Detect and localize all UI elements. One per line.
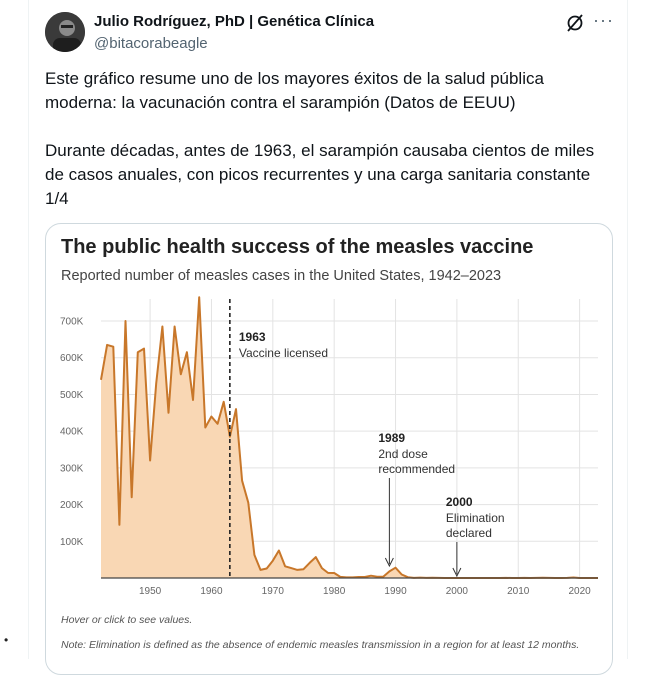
annotation-1963-text: Vaccine licensed bbox=[239, 346, 328, 360]
y-tick-label: 500K bbox=[60, 390, 84, 401]
cases-area bbox=[101, 297, 598, 578]
grok-icon[interactable] bbox=[565, 13, 585, 33]
y-tick-label: 300K bbox=[60, 463, 84, 474]
annotation-1989-arrowhead bbox=[384, 557, 394, 568]
tweet-frame bbox=[28, 0, 628, 659]
author-name[interactable]: Julio Rodríguez, PhD | Genética Clínica bbox=[94, 13, 375, 30]
x-tick-label: 1980 bbox=[323, 586, 346, 597]
annotation-1989-text-line2: recommended bbox=[378, 462, 455, 476]
chart-subtitle: Reported number of measles cases in the … bbox=[61, 268, 502, 284]
chart-note: Note: Elimination is defined as the abse… bbox=[61, 639, 580, 651]
chart-card[interactable]: 100K 200K 300K 400K 500K 600K 700K 1950 1960 1970… bbox=[45, 223, 613, 675]
annotation-2000-text-line2: declared bbox=[446, 526, 492, 540]
page-marker: • bbox=[4, 633, 9, 647]
y-tick-label: 700K bbox=[60, 317, 84, 328]
x-tick-label: 1970 bbox=[262, 586, 285, 597]
author-handle[interactable]: @bitacorabeagle bbox=[94, 35, 208, 52]
x-tick-label: 2010 bbox=[507, 586, 530, 597]
x-tick-label: 2000 bbox=[446, 586, 469, 597]
tweet-text-paragraph-2: Durante décadas, antes de 1963, el saram… bbox=[45, 141, 595, 208]
annotation-2000-year: 2000 bbox=[446, 495, 473, 509]
x-tick-label: 1960 bbox=[200, 586, 223, 597]
chart-title: The public health success of the measles… bbox=[61, 236, 534, 258]
y-tick-label: 400K bbox=[60, 427, 84, 438]
avatar-image bbox=[45, 12, 85, 52]
annotation-1989-year: 1989 bbox=[378, 431, 405, 445]
tweet-text-paragraph-1: Este gráfico resume uno de los mayores é… bbox=[45, 69, 544, 112]
x-tick-label: 2020 bbox=[568, 586, 591, 597]
y-tick-label: 600K bbox=[60, 353, 84, 364]
author-avatar[interactable] bbox=[45, 12, 85, 52]
hover-hint: Hover or click to see values. bbox=[61, 614, 193, 626]
measles-chart: 100K 200K 300K 400K 500K 600K 700K 1950 1960 1970… bbox=[60, 296, 598, 597]
annotation-2000-arrowhead bbox=[452, 567, 462, 578]
annotation-2000-text-line1: Elimination bbox=[446, 511, 505, 525]
annotation-1989-text-line1: 2nd dose bbox=[378, 447, 428, 461]
y-tick-label: 200K bbox=[60, 500, 84, 511]
x-tick-label: 1990 bbox=[384, 586, 407, 597]
x-tick-label: 1950 bbox=[139, 586, 162, 597]
more-icon[interactable]: ··· bbox=[593, 10, 614, 30]
annotation-1963-year: 1963 bbox=[239, 330, 266, 344]
y-tick-label: 100K bbox=[60, 537, 84, 548]
